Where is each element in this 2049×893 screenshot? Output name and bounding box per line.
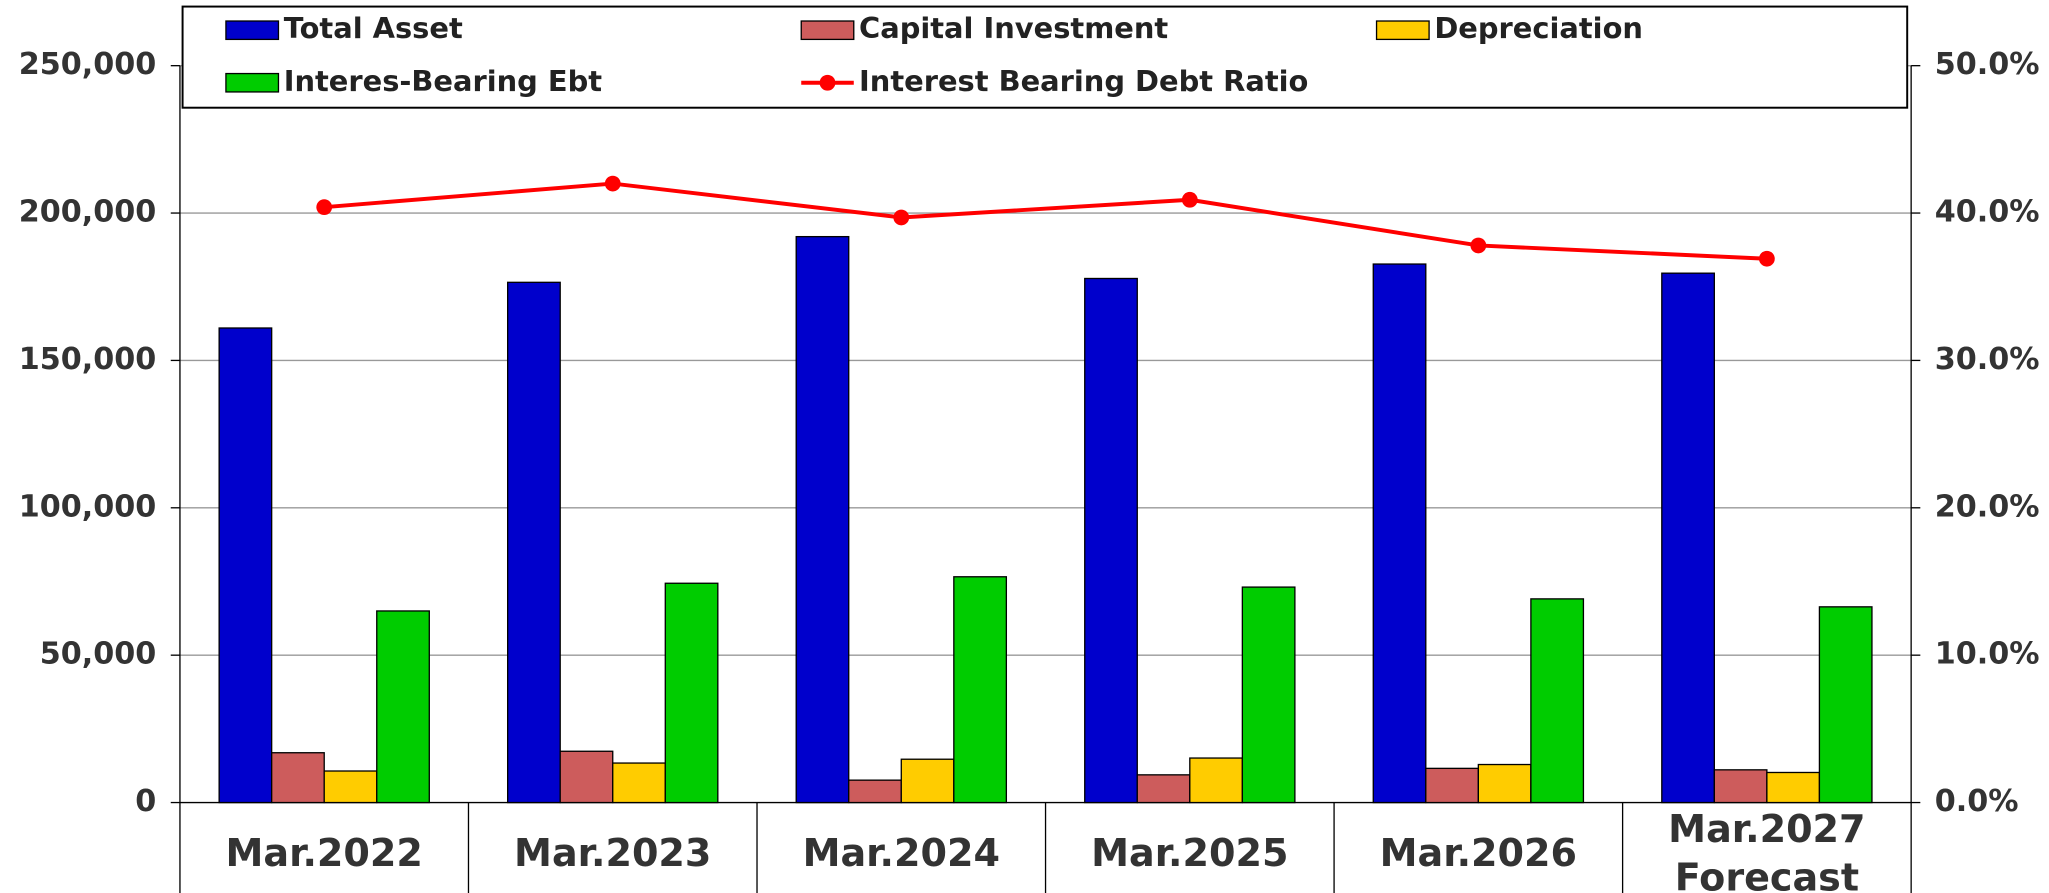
bar <box>1818 606 1873 804</box>
line-point <box>1181 191 1198 208</box>
y-tick-label: 250,000 <box>19 47 157 82</box>
line-point <box>604 175 621 192</box>
y-tick-label: 200,000 <box>19 195 157 230</box>
legend-label: Capital Investment <box>859 11 1168 45</box>
y2-tick-label: 0.0% <box>1935 784 2019 819</box>
bar <box>1766 771 1821 804</box>
y2-tick-label: 50.0% <box>1935 47 2040 82</box>
x-tick-label: Mar.2026 <box>1380 831 1577 875</box>
bar <box>612 762 666 804</box>
bar <box>900 758 955 804</box>
x-tick-label: Mar.2025 <box>1091 831 1288 875</box>
bar <box>1241 586 1296 804</box>
bar <box>1136 774 1191 804</box>
x-tick-label: Mar.2023 <box>514 831 711 875</box>
bar <box>376 610 430 804</box>
line <box>324 181 1767 261</box>
bar <box>507 281 561 804</box>
x-tick-label: Mar.2027 Forecast <box>1668 806 1865 893</box>
legend-swatch <box>225 72 280 93</box>
x-tick-label: Mar.2024 <box>803 831 1000 875</box>
legend-label: Interes-Bearing Ebt <box>284 64 603 98</box>
bar <box>323 770 378 804</box>
y-tick-label: 150,000 <box>19 342 157 377</box>
bar <box>795 235 850 804</box>
y-tick-label: 100,000 <box>19 489 157 524</box>
bar <box>953 576 1008 804</box>
y-tick-label: 50,000 <box>40 637 157 672</box>
legend-swatch <box>1375 20 1430 41</box>
plot: 0 50,000 100,000 150,000 200,000 250,000 0.0% 1… <box>19 5 2040 893</box>
x-tick-label: Mar.2022 <box>226 831 423 875</box>
bar <box>1661 272 1715 804</box>
bar <box>1189 757 1244 804</box>
legend-label: Interest Bearing Debt Ratio <box>859 64 1308 98</box>
line-point <box>316 199 333 216</box>
bar <box>1477 763 1532 804</box>
bar <box>1425 767 1480 804</box>
bar <box>218 327 273 804</box>
bar <box>848 779 902 804</box>
bar <box>1713 769 1768 804</box>
bar <box>271 752 325 804</box>
legend-label: Total Asset <box>284 11 463 45</box>
line-point <box>1758 250 1775 267</box>
legend-swatch <box>800 20 855 41</box>
bar <box>1084 277 1138 804</box>
bar <box>1372 263 1427 804</box>
legend-marker <box>819 74 836 91</box>
legend-label: Depreciation <box>1434 11 1643 45</box>
bar <box>559 750 614 804</box>
y2-tick-label: 10.0% <box>1935 637 2040 672</box>
line-point <box>1470 237 1487 254</box>
y2-tick-label: 20.0% <box>1935 489 2040 524</box>
legend-box <box>181 5 1909 109</box>
bar <box>1530 598 1585 804</box>
bar <box>664 582 719 804</box>
y2-tick-label: 30.0% <box>1935 342 2040 377</box>
y2-tick-label: 40.0% <box>1935 195 2040 230</box>
line-point <box>893 209 910 226</box>
legend-swatch <box>225 20 280 41</box>
y-tick-label: 0 <box>135 784 156 819</box>
